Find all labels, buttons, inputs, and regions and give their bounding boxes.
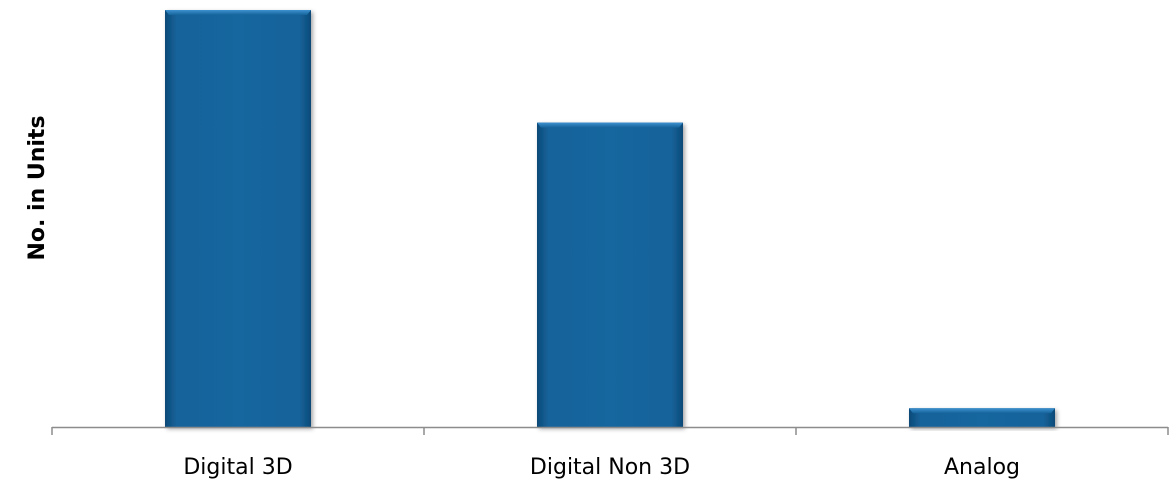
bar-bevel — [537, 122, 683, 128]
bar — [537, 122, 683, 427]
bar-bevel — [909, 408, 1055, 414]
x-tick-label: Digital 3D — [183, 455, 292, 480]
bars-layer — [165, 10, 1055, 427]
bar-bevel — [165, 10, 311, 15]
y-axis-title: No. in Units — [25, 115, 50, 260]
bar — [165, 10, 311, 427]
bar-digital-non-3d — [537, 122, 683, 427]
x-tick-label: Digital Non 3D — [530, 455, 690, 480]
bar-analog — [909, 408, 1055, 427]
x-tick-labels: Digital 3D Digital Non 3D Analog — [183, 455, 1020, 480]
x-tick-label: Analog — [944, 455, 1020, 480]
x-axis — [51, 426, 1169, 435]
bar-digital-3d — [165, 10, 311, 427]
